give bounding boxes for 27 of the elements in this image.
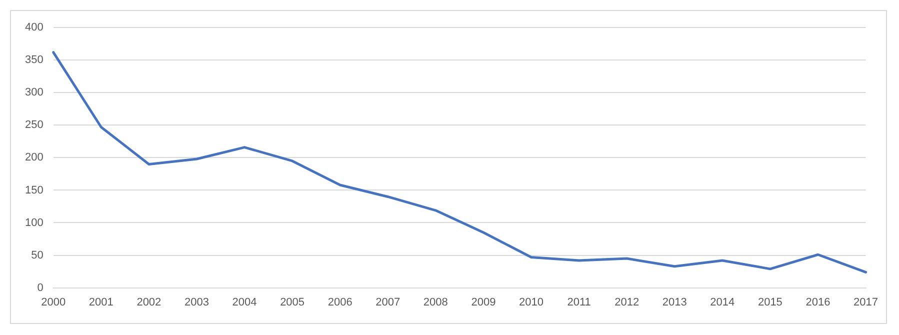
x-tick-label: 2017 — [854, 296, 878, 308]
x-tick-label: 2016 — [806, 296, 830, 308]
x-tick-label: 2015 — [758, 296, 782, 308]
x-tick-label: 2012 — [614, 296, 640, 308]
x-tick-label: 2002 — [136, 296, 162, 308]
x-tick-label: 2013 — [662, 296, 687, 308]
y-tick-label: 0 — [37, 282, 44, 294]
y-tick-label: 100 — [24, 216, 44, 229]
x-tick-label: 2011 — [567, 296, 591, 308]
x-tick-label: 2010 — [519, 296, 544, 308]
x-tick-label: 2004 — [232, 296, 257, 308]
x-tick-label: 2009 — [471, 296, 496, 308]
y-tick-label: 300 — [24, 86, 44, 99]
x-tick-label: 2005 — [280, 296, 305, 308]
y-tick-label: 50 — [31, 249, 44, 262]
x-tick-label: 2000 — [41, 296, 66, 308]
x-tick-label: 2007 — [376, 296, 400, 308]
y-tick-label: 150 — [24, 184, 44, 196]
y-tick-label: 400 — [24, 22, 44, 34]
x-tick-label: 2008 — [423, 296, 448, 308]
x-tick-label: 2006 — [328, 296, 352, 308]
y-tick-label: 250 — [24, 119, 44, 132]
x-tick-label: 2001 — [88, 296, 114, 308]
x-tick-label: 2003 — [184, 296, 209, 308]
y-tick-label: 200 — [24, 152, 44, 164]
y-tick-label: 350 — [24, 54, 44, 66]
x-tick-label: 2014 — [710, 296, 735, 308]
